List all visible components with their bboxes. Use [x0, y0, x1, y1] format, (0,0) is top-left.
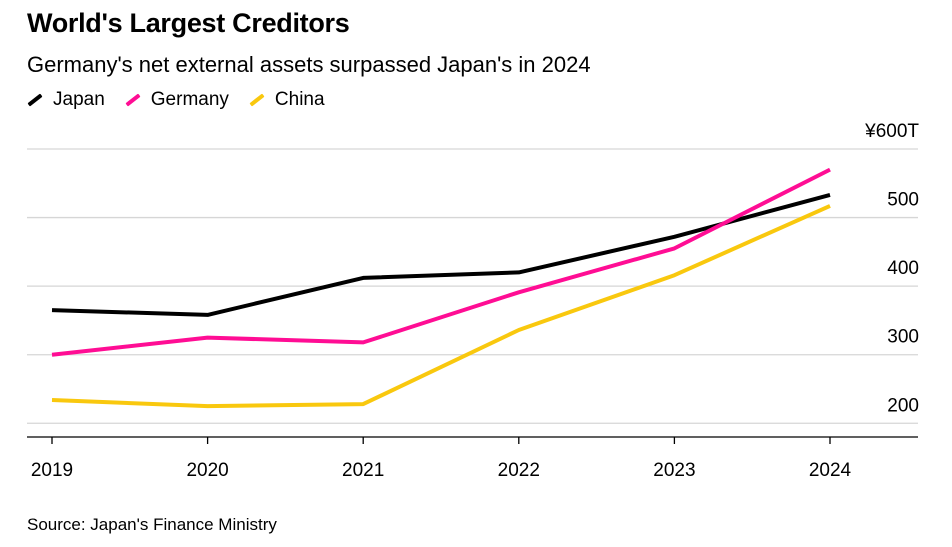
series-line-china: [51, 204, 831, 409]
series-line-germany: [51, 167, 831, 357]
legend-label-china: China: [274, 89, 325, 110]
x-tick-label-2023: 2023: [653, 460, 695, 481]
series-line-japan: [51, 192, 831, 317]
y-tick-label-600: ¥600T: [864, 121, 919, 142]
y-axis-ticks: 200 300 400 500 ¥600T: [864, 121, 919, 416]
legend-label-japan: Japan: [53, 89, 105, 110]
x-tick-label-2021: 2021: [342, 460, 384, 481]
source-note: Source: Japan's Finance Ministry: [27, 515, 277, 534]
legend-label-germany: Germany: [150, 89, 229, 110]
legend-item-japan: Japan: [27, 89, 105, 111]
series-lines: [51, 167, 831, 409]
y-tick-label-400: 400: [887, 258, 919, 279]
x-tick-label-2024: 2024: [809, 460, 852, 481]
x-tick-label-2020: 2020: [186, 460, 228, 481]
y-tick-label-500: 500: [887, 190, 919, 211]
x-axis: 2019 2020 2021 2022 2023 2024: [27, 436, 918, 481]
chart-title: World's Largest Creditors: [27, 8, 350, 38]
legend-item-germany: Germany: [125, 89, 229, 111]
grid-lines: [27, 148, 918, 424]
x-tick-label-2022: 2022: [498, 460, 540, 481]
legend: Japan Germany China: [27, 89, 345, 111]
y-tick-label-200: 200: [887, 395, 919, 416]
chart-subtitle: Germany's net external assets surpassed …: [27, 52, 591, 77]
legend-item-china: China: [249, 89, 325, 111]
x-tick-label-2019: 2019: [31, 460, 73, 481]
y-tick-label-300: 300: [887, 327, 919, 348]
